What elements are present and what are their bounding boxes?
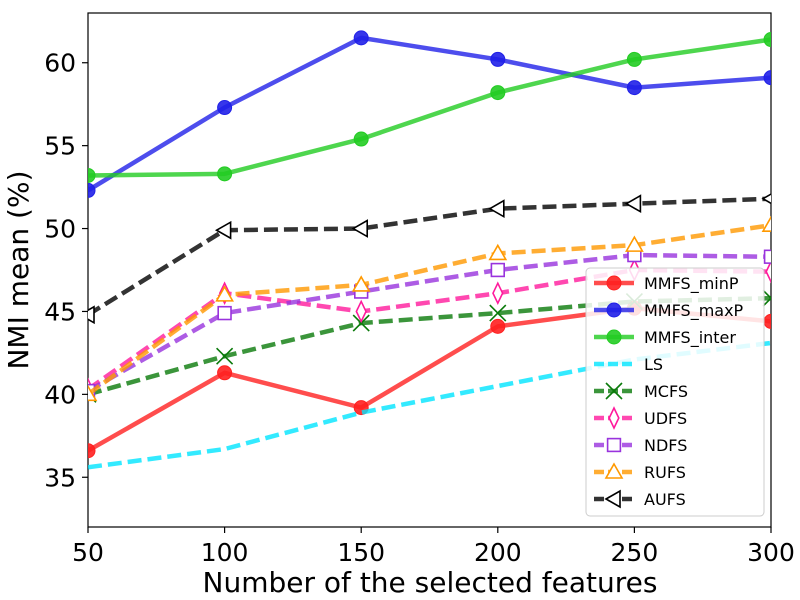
data-point-mmfs-inter (88, 167, 96, 183)
data-point-mmfs-inter (490, 85, 506, 101)
legend-label: UDFS (644, 409, 687, 428)
data-point-mmfs-maxp (353, 30, 369, 46)
data-point-mmfs-minp (88, 443, 96, 459)
legend-entry: RUFS (594, 462, 686, 482)
legend-entry: AUFS (594, 489, 686, 509)
y-tick-label: 35 (44, 463, 76, 492)
data-point-mmfs-maxp (88, 182, 96, 198)
series-rufs (88, 215, 771, 402)
y-tick-label: 45 (44, 297, 76, 326)
legend: MMFS_minP MMFS_maxP MMFS_inter LS MCFS UDFS ND… (585, 267, 765, 517)
series-line-mmfs-inter (88, 37, 771, 178)
data-point-ndfs (217, 305, 232, 321)
legend-label: LS (644, 355, 663, 374)
legend-label: MMFS_minP (644, 274, 739, 294)
x-tick-label: 250 (611, 538, 659, 567)
y-tick-label: 50 (44, 215, 76, 244)
data-point-mmfs-minp (763, 313, 771, 329)
series-mmfs-maxp (88, 30, 771, 198)
series-mmfs-inter (88, 32, 771, 183)
data-point-udfs (492, 281, 504, 306)
legend-marker-mmfs-minp (606, 275, 622, 291)
data-point-rufs (215, 285, 234, 302)
series-line-rufs (88, 223, 771, 397)
data-point-rufs (625, 235, 644, 252)
legend-entry: LS (594, 355, 663, 374)
data-point-mcfs (216, 347, 234, 365)
legend-label: AUFS (644, 490, 686, 509)
data-point-rufs (488, 243, 508, 261)
data-point-mmfs-minp (217, 365, 233, 381)
data-point-udfs (765, 259, 771, 284)
data-point-mmfs-inter (626, 51, 642, 67)
ticks-layer: 50 100 150 200 250 300 35 40 45 50 55 60 (44, 49, 795, 567)
legend-marker-ndfs (606, 437, 622, 453)
series-line-mcfs (88, 295, 771, 397)
series-line-mmfs-maxp (88, 35, 771, 193)
y-tick-label: 60 (44, 49, 76, 78)
x-marker-stroke (489, 304, 507, 322)
legend-box (585, 267, 765, 517)
legend-entry: MMFS_maxP (594, 301, 744, 321)
legend-entry: MCFS (594, 382, 688, 401)
data-point-ndfs (763, 249, 771, 264)
x-tick-label: 200 (474, 538, 522, 567)
data-point-mcfs (762, 289, 771, 307)
legend-marker-rufs (604, 462, 624, 479)
data-point-aufs (351, 219, 369, 238)
series-line-ndfs (88, 252, 771, 393)
series-line-aufs (88, 196, 771, 317)
data-point-aufs (88, 305, 95, 325)
data-point-aufs (624, 194, 642, 214)
y-tick-label: 55 (44, 132, 76, 161)
legend-label: MCFS (644, 382, 688, 401)
x-marker-stroke (762, 297, 771, 307)
x-tick-label: 300 (747, 538, 795, 567)
legend-entry: MMFS_inter (594, 328, 736, 348)
x-axis-label: Number of the selected features (203, 566, 658, 599)
data-point-mmfs-inter (763, 32, 771, 48)
data-point-ndfs (490, 262, 505, 278)
data-point-mcfs (489, 304, 507, 322)
data-point-mmfs-maxp (626, 80, 642, 96)
data-point-udfs (355, 299, 367, 324)
data-point-rufs (351, 275, 371, 292)
y-tick-label: 40 (44, 380, 76, 409)
x-marker-stroke (605, 382, 623, 400)
data-point-mmfs-inter (353, 131, 369, 147)
x-tick-label: 150 (337, 538, 385, 567)
series-aufs (88, 193, 771, 325)
data-point-aufs (214, 220, 232, 240)
data-point-mmfs-inter (217, 166, 233, 182)
data-point-mmfs-minp (490, 318, 506, 334)
legend-entry: NDFS (594, 436, 687, 455)
data-point-rufs (761, 215, 771, 233)
legend-entry: UDFS (594, 406, 687, 430)
x-marker-stroke (762, 289, 771, 300)
data-point-aufs (761, 193, 771, 205)
data-point-mmfs-maxp (217, 100, 233, 116)
x-tick-label: 50 (72, 538, 104, 567)
legend-marker-aufs (604, 489, 621, 509)
legend-marker-mmfs-inter (606, 329, 622, 345)
data-point-rufs (88, 384, 98, 402)
legend-label: NDFS (644, 436, 687, 455)
legend-entry: MMFS_minP (594, 274, 739, 294)
data-point-aufs (488, 199, 505, 219)
legend-label: MMFS_inter (644, 328, 736, 348)
y-axis-label: NMI mean (%) (2, 170, 35, 369)
legend-marker-mmfs-maxp (606, 302, 622, 318)
legend-label: MMFS_maxP (644, 301, 744, 321)
legend-marker-mcfs (605, 382, 623, 400)
legend-label: RUFS (644, 463, 686, 482)
legend-marker-udfs (608, 406, 620, 430)
x-tick-label: 100 (201, 538, 249, 567)
data-point-mmfs-maxp (490, 51, 506, 67)
data-point-mmfs-maxp (763, 70, 771, 86)
x-marker-stroke (216, 347, 234, 365)
